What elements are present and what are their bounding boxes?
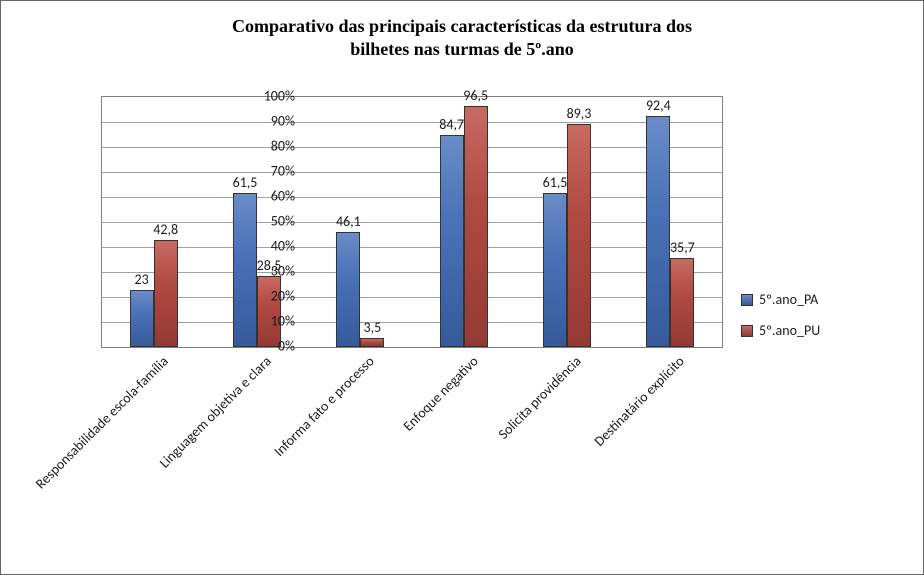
gridline (102, 297, 722, 298)
legend-item-pu: 5º.ano_PU (741, 322, 820, 339)
chart-title-line1: Comparativo das principais característic… (232, 16, 692, 36)
bar-pa (440, 135, 464, 347)
bar-pu (154, 240, 178, 347)
chart-container: Comparativo das principais característic… (0, 0, 924, 575)
ytick-label: 60% (240, 188, 295, 205)
ytick-label: 40% (240, 238, 295, 255)
xtick-label: Destinatário explícito (585, 347, 688, 450)
xtick-label: Informa fato e processo (265, 347, 378, 460)
gridline (102, 122, 722, 123)
data-label-pa: 92,4 (646, 97, 671, 114)
ytick-label: 20% (240, 288, 295, 305)
data-label-pa: 46,1 (336, 213, 361, 230)
xtick-label: Enfoque negativo (394, 347, 482, 435)
ytick-label: 80% (240, 138, 295, 155)
data-label-pa: 61,5 (543, 174, 568, 191)
ytick-label: 90% (240, 113, 295, 130)
data-label-pa: 23 (135, 271, 149, 288)
ytick-label: 0% (240, 338, 295, 355)
data-label-pu: 3,5 (363, 319, 381, 336)
bar-pa (646, 116, 670, 347)
bar-pu (670, 258, 694, 347)
legend: 5º.ano_PA 5º.ano_PU (741, 291, 820, 353)
xtick-label: Responsabilidade escola-família (26, 347, 171, 492)
gridline (102, 172, 722, 173)
chart-title: Comparativo das principais característic… (1, 15, 923, 60)
data-label-pu: 42,8 (153, 221, 178, 238)
bar-pa (130, 290, 154, 348)
legend-item-pa: 5º.ano_PA (741, 291, 820, 308)
bar-pu (257, 276, 281, 347)
gridline (102, 147, 722, 148)
chart-title-line2: bilhetes nas turmas de 5º.ano (350, 39, 573, 59)
data-label-pu: 35,7 (670, 239, 695, 256)
ytick-label: 70% (240, 163, 295, 180)
xtick-label: Solicita providência (489, 347, 585, 443)
legend-swatch-pu (741, 325, 753, 337)
data-label-pa: 84,7 (439, 116, 464, 133)
ytick-label: 10% (240, 313, 295, 330)
gridline (102, 322, 722, 323)
legend-label-pu: 5º.ano_PU (759, 322, 820, 339)
legend-swatch-pa (741, 294, 753, 306)
gridline (102, 247, 722, 248)
ytick-label: 30% (240, 263, 295, 280)
gridline (102, 197, 722, 198)
gridline (102, 272, 722, 273)
ytick-label: 100% (240, 88, 295, 105)
ytick-label: 50% (240, 213, 295, 230)
bar-pa (543, 193, 567, 347)
gridline (102, 222, 722, 223)
bar-pa (336, 232, 360, 347)
plot-region: 2342,8Responsabilidade escola-família61,… (101, 96, 723, 348)
data-label-pu: 89,3 (567, 105, 592, 122)
bar-pu (567, 124, 591, 347)
bar-pu (464, 106, 488, 347)
legend-label-pa: 5º.ano_PA (759, 291, 818, 308)
bar-pu (360, 338, 384, 347)
data-label-pu: 96,5 (463, 87, 488, 104)
